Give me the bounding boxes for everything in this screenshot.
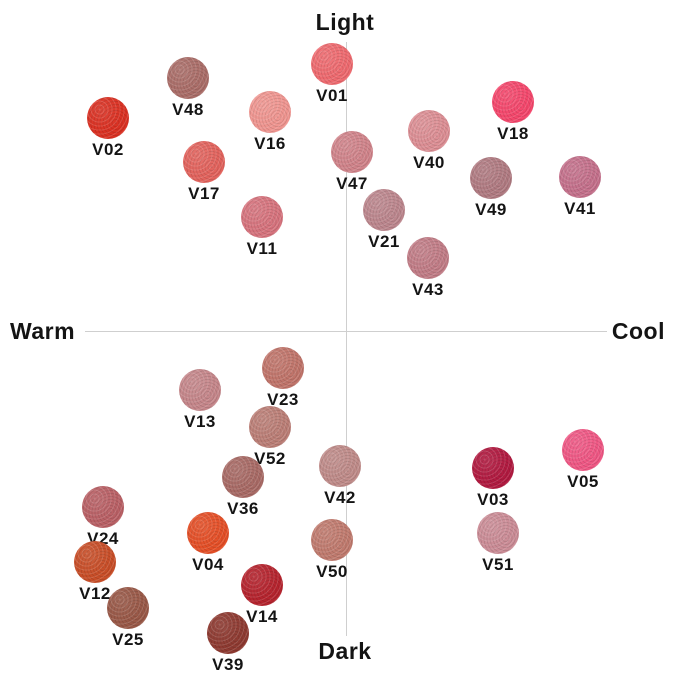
- swatch-label-V17: V17: [188, 184, 220, 203]
- swatch-label-V40: V40: [413, 153, 445, 172]
- swatch-label-V04: V04: [192, 555, 224, 574]
- swatch-label-V36: V36: [227, 499, 259, 518]
- swatch-V04: [187, 512, 229, 554]
- swatch-V18: [492, 81, 534, 123]
- swatch-V25: [107, 587, 149, 629]
- swatch-label-V21: V21: [368, 232, 400, 251]
- swatch-label-V02: V02: [92, 140, 124, 159]
- swatch-label-V11: V11: [246, 239, 278, 258]
- swatch-label-V47: V47: [336, 174, 368, 193]
- swatch-label-V23: V23: [267, 390, 299, 409]
- swatch-label-V05: V05: [567, 472, 599, 491]
- swatch-V21: [363, 189, 405, 231]
- swatch-V23: [262, 347, 304, 389]
- swatch-V11: [241, 196, 283, 238]
- swatch-label-V16: V16: [254, 134, 286, 153]
- axis-label-cool: Cool: [611, 318, 665, 344]
- swatch-label-V14: V14: [246, 607, 278, 626]
- swatch-V13: [179, 369, 221, 411]
- axis-label-warm: Warm: [10, 318, 76, 344]
- swatch-label-V42: V42: [324, 488, 356, 507]
- swatch-V05: [562, 429, 604, 471]
- swatch-V49: [470, 157, 512, 199]
- swatch-label-V39: V39: [212, 655, 244, 674]
- swatch-label-V03: V03: [477, 490, 509, 509]
- swatch-V42: [319, 445, 361, 487]
- swatch-V14: [241, 564, 283, 606]
- axis-label-light: Light: [315, 9, 375, 35]
- vertical-axis-line: [346, 42, 347, 636]
- swatch-label-V01: V01: [316, 86, 348, 105]
- swatch-V41: [559, 156, 601, 198]
- swatch-label-V12: V12: [79, 584, 111, 603]
- swatch-V36: [222, 456, 264, 498]
- swatch-V24: [82, 486, 124, 528]
- swatch-label-V13: V13: [184, 412, 216, 431]
- swatch-V47: [331, 131, 373, 173]
- swatch-V12: [74, 541, 116, 583]
- swatch-label-V52: V52: [254, 449, 286, 468]
- swatch-label-V50: V50: [316, 562, 348, 581]
- swatch-V43: [407, 237, 449, 279]
- axis-label-dark: Dark: [318, 638, 372, 664]
- swatch-label-V49: V49: [475, 200, 507, 219]
- swatch-V17: [183, 141, 225, 183]
- swatch-V02: [87, 97, 129, 139]
- swatch-label-V43: V43: [412, 280, 444, 299]
- swatch-label-V41: V41: [564, 199, 596, 218]
- swatch-V50: [311, 519, 353, 561]
- swatch-label-V51: V51: [482, 555, 514, 574]
- swatch-V40: [408, 110, 450, 152]
- swatch-V03: [472, 447, 514, 489]
- swatch-V16: [249, 91, 291, 133]
- swatch-V01: [311, 43, 353, 85]
- swatch-V52: [249, 406, 291, 448]
- swatch-V48: [167, 57, 209, 99]
- swatch-label-V18: V18: [497, 124, 529, 143]
- swatch-label-V25: V25: [112, 630, 144, 649]
- swatch-V51: [477, 512, 519, 554]
- swatch-V39: [207, 612, 249, 654]
- swatch-label-V48: V48: [172, 100, 204, 119]
